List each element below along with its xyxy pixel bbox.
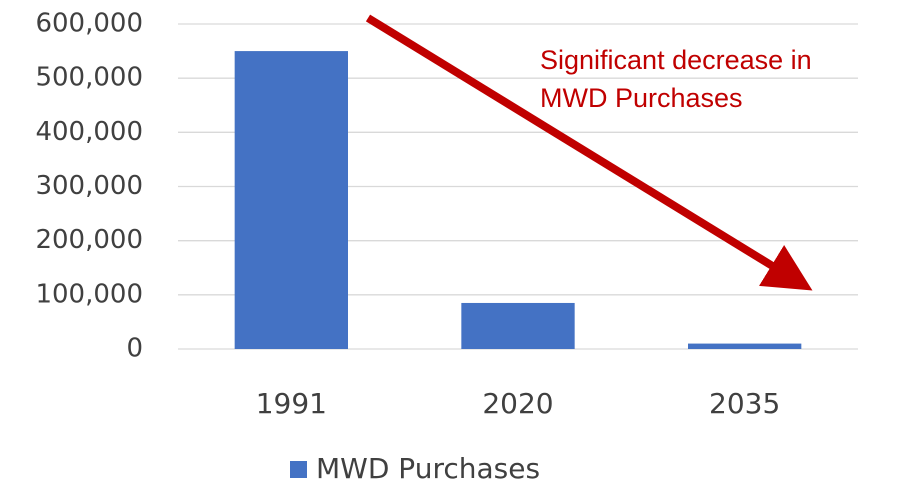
trend-arrow bbox=[365, 14, 813, 291]
y-tick-label: 500,000 bbox=[35, 63, 143, 93]
legend-label: MWD Purchases bbox=[316, 452, 540, 485]
annotation-line: MWD Purchases bbox=[540, 83, 743, 113]
annotation-line: Significant decrease in bbox=[540, 45, 812, 75]
legend-swatch bbox=[290, 461, 307, 478]
y-tick-label: 100,000 bbox=[35, 279, 143, 309]
bar bbox=[234, 51, 348, 349]
bar bbox=[688, 343, 802, 349]
bar bbox=[461, 302, 575, 349]
x-tick-label: 2020 bbox=[482, 387, 553, 420]
x-tick-label: 1991 bbox=[256, 387, 327, 420]
y-tick-label: 400,000 bbox=[35, 117, 143, 147]
y-tick-label: 200,000 bbox=[35, 225, 143, 255]
x-tick-label: 2035 bbox=[709, 387, 780, 420]
y-tick-label: 600,000 bbox=[35, 9, 143, 39]
bars bbox=[234, 51, 802, 349]
y-tick-label: 300,000 bbox=[35, 171, 143, 201]
y-tick-label: 0 bbox=[126, 334, 143, 364]
